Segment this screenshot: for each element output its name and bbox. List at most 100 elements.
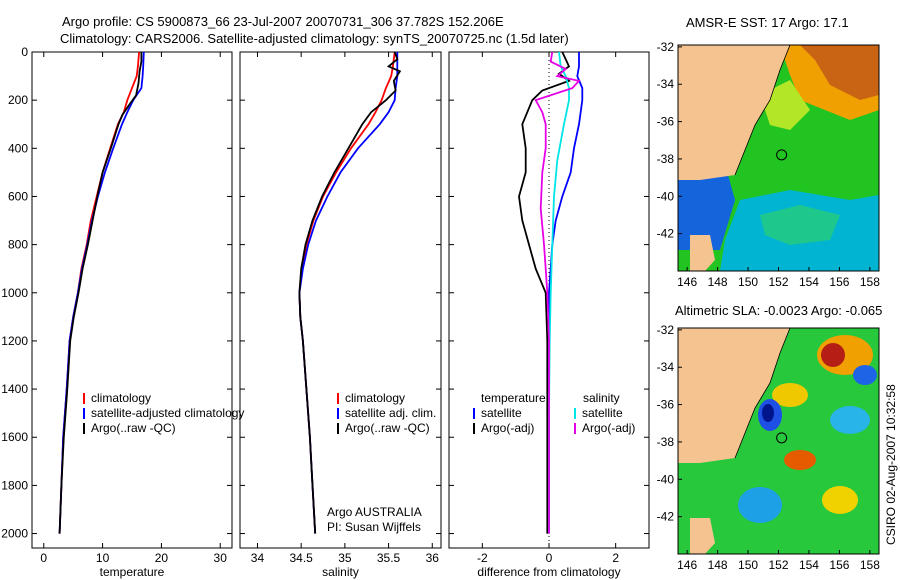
temperature-ytick-label: 0 bbox=[21, 45, 28, 59]
salinity-legend-label: Argo(..raw -QC) bbox=[345, 421, 430, 435]
temperature-series-0-line bbox=[58, 51, 140, 534]
difference-xlabel: difference from climatology bbox=[477, 565, 620, 579]
sla-map-ytick-label: -40 bbox=[657, 472, 675, 486]
sst-map-xtick-label: 146 bbox=[677, 275, 697, 289]
difference-series-2-line bbox=[548, 51, 570, 534]
difference-series-3-line bbox=[534, 51, 581, 534]
sla-orange-anomaly bbox=[784, 450, 816, 470]
difference-legend-salinity-label: Argo(-adj) bbox=[582, 421, 635, 435]
sst-map-ytick-label: -32 bbox=[657, 40, 675, 54]
sla-map-xtick-label: 148 bbox=[708, 558, 728, 572]
salinity-legend-label: climatology bbox=[345, 391, 405, 405]
temperature-ytick-label: 800 bbox=[8, 238, 28, 252]
sst-map-xtick-label: 156 bbox=[829, 275, 849, 289]
sla-map-ticks: 146 148 150 152 154 156 158 -32 -34 -36 -38 -40 -42 bbox=[657, 323, 881, 572]
sst-map-xtick-label: 154 bbox=[799, 275, 819, 289]
sst-land-tasmania bbox=[690, 235, 715, 271]
salinity-annotation-line-2: PI: Susan Wijffels bbox=[327, 520, 421, 534]
sst-map-ytick-label: -34 bbox=[657, 77, 675, 91]
sst-map-ytick-label: -40 bbox=[657, 189, 675, 203]
temperature-ytick-label: 600 bbox=[8, 189, 28, 203]
temperature-xlabel: temperature bbox=[100, 565, 165, 579]
salinity-xtick-label: 34 bbox=[251, 551, 265, 565]
sst-cyan-green-patch bbox=[760, 205, 840, 245]
temperature-ytick-label: 1600 bbox=[1, 430, 28, 444]
sla-map-ytick-label: -32 bbox=[657, 323, 675, 337]
sst-map-xtick-label: 152 bbox=[768, 275, 788, 289]
salinity-series-1-line bbox=[298, 52, 399, 534]
sst-float-marker bbox=[776, 149, 788, 161]
temperature-ytick-label: 1800 bbox=[1, 478, 28, 492]
sla-map-ytick-label: -34 bbox=[657, 360, 675, 374]
difference-series-1-line bbox=[518, 51, 571, 534]
sla-land-tasmania bbox=[690, 518, 715, 554]
sla-float-marker bbox=[776, 432, 788, 444]
difference-legend-temperature-title: temperature bbox=[481, 391, 546, 405]
temperature-series-1-line bbox=[58, 51, 145, 534]
temperature-ytick-label: 1000 bbox=[1, 286, 28, 300]
sla-map-xtick-label: 158 bbox=[860, 558, 880, 572]
temperature-ytick-label: 200 bbox=[8, 93, 28, 107]
temperature-ytick-label: 1200 bbox=[1, 334, 28, 348]
salinity-xlabel: salinity bbox=[322, 565, 359, 579]
salinity-series-2-line bbox=[298, 51, 402, 534]
temperature-legend-label: Argo(..raw -QC) bbox=[91, 421, 176, 435]
temperature-frame bbox=[31, 51, 233, 549]
difference-legend-salinity-title: salinity bbox=[583, 391, 620, 405]
sst-map-ytick-label: -38 bbox=[657, 152, 675, 166]
temperature-profile-panel: 0 10 20 30 0 200 400 600 800 1000 1200 1400 1600 1800… bbox=[1, 45, 244, 579]
sst-map-ytick-label: -36 bbox=[657, 115, 675, 129]
temperature-series-2-line bbox=[58, 52, 143, 534]
sst-coastline bbox=[734, 45, 791, 176]
salinity-annotation-line-1: Argo AUSTRALIA bbox=[327, 505, 422, 519]
temperature-xtick-label: 10 bbox=[96, 551, 110, 565]
sla-moderate-anomaly bbox=[772, 383, 808, 407]
difference-series-0-line bbox=[548, 52, 584, 534]
temperature-ytick-label: 1400 bbox=[1, 382, 28, 396]
salinity-xtick-label: 35 bbox=[338, 551, 352, 565]
salinity-xtick-label: 36 bbox=[426, 551, 440, 565]
sla-map-ytick-label: -42 bbox=[657, 510, 675, 524]
sla-map-xtick-label: 146 bbox=[677, 558, 697, 572]
sst-map-xtick-label: 148 bbox=[708, 275, 728, 289]
sla-low-anomaly-core bbox=[762, 404, 774, 422]
sla-map-title: Altimetric SLA: -0.0023 Argo: -0.065 bbox=[675, 303, 882, 318]
difference-xtick-label: -2 bbox=[477, 551, 488, 565]
sla-coastline bbox=[734, 328, 791, 459]
salinity-xtick-label: 34.5 bbox=[289, 551, 313, 565]
salinity-frame bbox=[239, 51, 442, 549]
sla-land-mainland bbox=[678, 328, 790, 463]
figure-title-line-1: Argo profile: CS 5900873_66 23-Jul-2007 … bbox=[62, 14, 504, 29]
sla-map-xtick-label: 152 bbox=[768, 558, 788, 572]
difference-legend-salinity-label: satellite bbox=[582, 406, 623, 420]
sst-hot-region bbox=[800, 45, 879, 100]
sst-map bbox=[678, 45, 879, 271]
temperature-legend-label: climatology bbox=[91, 391, 151, 405]
temperature-legend-label: satellite-adjusted climatology bbox=[91, 406, 244, 420]
sla-map bbox=[678, 328, 879, 554]
difference-legend-temperature-label: satellite bbox=[481, 406, 522, 420]
sla-blue-anomaly bbox=[853, 365, 877, 385]
sst-land-mainland bbox=[678, 45, 790, 180]
salinity-legend-label: satellite adj. clim. bbox=[345, 406, 436, 420]
sla-map-ytick-label: -36 bbox=[657, 398, 675, 412]
salinity-xtick-label: 35.5 bbox=[377, 551, 401, 565]
sst-map-xtick-label: 150 bbox=[738, 275, 758, 289]
sla-blue-anomaly-south bbox=[738, 487, 782, 523]
temperature-xtick-label: 0 bbox=[40, 551, 47, 565]
sla-map-xtick-label: 154 bbox=[799, 558, 819, 572]
sst-map-ytick-label: -42 bbox=[657, 227, 675, 241]
difference-legend-temperature-label: Argo(-adj) bbox=[481, 421, 534, 435]
sst-map-title: AMSR-E SST: 17 Argo: 17.1 bbox=[686, 15, 849, 30]
sst-map-ticks: 146 148 150 152 154 156 158 -32 -34 -36 -38 -40 -42 bbox=[657, 40, 881, 289]
sla-high-anomaly-core bbox=[821, 343, 845, 367]
sst-bass-strait-cold-water bbox=[678, 170, 735, 250]
temperature-xtick-label: 30 bbox=[214, 551, 228, 565]
difference-xtick-label: 0 bbox=[546, 551, 553, 565]
temperature-xtick-label: 20 bbox=[155, 551, 169, 565]
temperature-ytick-label: 2000 bbox=[1, 527, 28, 541]
sla-map-xtick-label: 156 bbox=[829, 558, 849, 572]
side-timestamp: CSIRO 02-Aug-2007 10:32:58 bbox=[884, 384, 898, 545]
sst-map-xtick-label: 158 bbox=[860, 275, 880, 289]
